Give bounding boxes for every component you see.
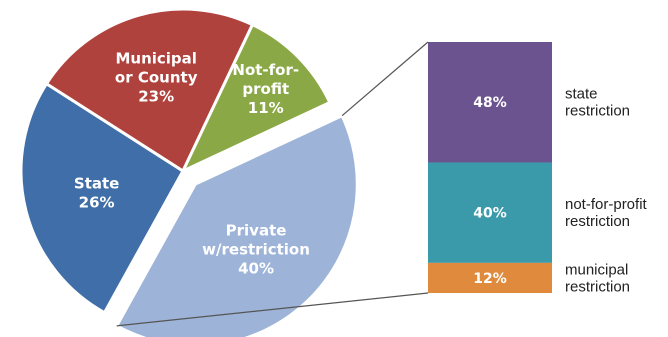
bar-legend-label-municipal-restriction: municipal xyxy=(565,261,628,278)
bar-value-label-not-for-profit-restriction: 40% xyxy=(473,206,507,222)
bar-legend-label-not-for-profit-restriction: restriction xyxy=(565,213,630,230)
pie-category-label-municipal-or-county: or County xyxy=(115,69,198,87)
connector-line-bottom xyxy=(116,292,429,327)
connector-line-top xyxy=(341,41,429,117)
bar-legend-label-state-restriction: state xyxy=(565,86,598,103)
bar-segment-state-restriction xyxy=(428,42,552,163)
pie-slice-state xyxy=(19,81,185,315)
bar-value-label-state-restriction: 48% xyxy=(473,95,507,111)
pie-value-label-municipal-or-county: 23% xyxy=(138,88,174,106)
bar-segment-not-for-profit-restriction xyxy=(428,162,552,263)
bar-legend-label-municipal-restriction: restriction xyxy=(565,278,630,295)
pie-slice-not-for-profit xyxy=(179,22,332,175)
pie-category-label-state: State xyxy=(74,174,119,192)
pie-value-label-state: 26% xyxy=(79,193,115,211)
bar-legend-label-not-for-profit-restriction: not-for-profit xyxy=(565,196,648,213)
pie-value-label-private-w-restriction: 40% xyxy=(238,259,274,277)
bar-segment-municipal-restriction xyxy=(428,262,552,293)
pie-category-label-private-w-restriction: w/restriction xyxy=(202,240,310,258)
pie-slice-private-w-restriction xyxy=(114,113,359,337)
pie-value-label-not-for-profit: 11% xyxy=(248,99,284,117)
bar-value-label-municipal-restriction: 12% xyxy=(473,271,507,287)
pie-category-label-municipal-or-county: Municipal xyxy=(115,50,196,68)
pie-category-label-private-w-restriction: Private xyxy=(226,221,287,239)
pie-category-label-not-for-profit: profit xyxy=(242,80,289,98)
pie-category-label-not-for-profit: Not-for- xyxy=(232,61,299,79)
bar-legend-label-state-restriction: restriction xyxy=(565,103,630,120)
